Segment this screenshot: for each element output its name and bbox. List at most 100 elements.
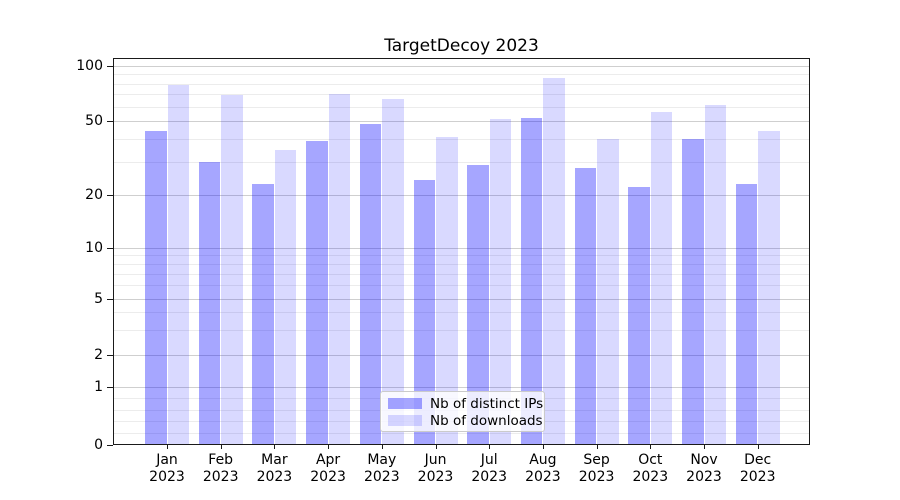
gridline-minor-60 [114,106,809,108]
x-tick-label-month: Jan [156,452,178,468]
gridline-major-10 [114,247,809,249]
legend-row-0: Nb of distinct IPs [388,395,544,412]
legend-label-0: Nb of distinct IPs [430,395,544,412]
x-tick-label-year: 2023 [632,469,669,485]
y-tick-label-0: 0 [94,436,103,453]
gridline-minor-30 [114,162,809,164]
gridline-major-100 [114,66,809,67]
x-tick-feb [220,445,222,449]
gridline-major-20 [114,195,809,196]
x-tick-label-year: 2023 [417,469,454,485]
gridline-major-50 [114,121,809,122]
x-tick-jan [167,445,168,449]
y-tick-50 [107,121,113,122]
gridline-minor-3 [114,330,809,332]
x-tick-label-year: 2023 [256,469,293,485]
y-tick-label-10: 10 [85,239,103,256]
bar-nb-of-downloads-aug [543,78,565,444]
gridline-major-1 [114,386,809,388]
x-tick-label-year: 2023 [149,469,185,485]
bar-nb-of-downloads-nov [704,105,726,444]
bar-nb-of-downloads-jul [489,119,512,444]
x-tick-label-nov: Nov 2023 [672,452,736,486]
x-tick-aug [542,445,544,449]
gridline-minor-70 [114,94,809,96]
x-tick-label-month: Dec [744,452,772,468]
gridline-minor-8 [114,264,809,265]
x-tick-label-may: May 2023 [350,452,414,486]
x-tick-label-sep: Sep 2023 [565,452,629,486]
bar-nb-of-downloads-feb [221,95,243,444]
x-tick-label-feb: Feb 2023 [189,452,253,486]
bar-nb-of-downloads-sep [597,139,619,444]
x-tick-label-dec: Dec 2023 [726,452,790,486]
gridline-minor-9 [114,255,809,257]
x-tick-label-year: 2023 [363,469,400,485]
x-tick-label-month: Aug [529,452,557,468]
y-tick-100 [107,66,113,67]
chart-title: TargetDecoy 2023 [384,36,539,56]
bar-nb-of-distinct-ips-dec [735,183,758,444]
x-tick-label-year: 2023 [525,469,561,485]
bar-nb-of-downloads-apr [328,94,351,444]
y-tick-label-20: 20 [85,187,103,203]
bar-nb-of-distinct-ips-feb [198,162,221,444]
y-tick-label-5: 5 [94,290,103,307]
legend: Nb of distinct IPs Nb of downloads [380,391,545,432]
x-tick-label-jun: Jun 2023 [404,452,468,486]
bar-nb-of-downloads-mar [274,149,297,444]
x-tick-jul [489,445,491,449]
bar-nb-of-downloads-may [382,99,404,444]
x-tick-label-month: May [367,452,397,468]
y-tick-20 [107,195,113,196]
x-tick-label-year: 2023 [310,469,346,485]
x-tick-nov [704,445,705,449]
y-tick-5 [107,298,113,300]
x-tick-may [381,445,383,449]
bar-nb-of-distinct-ips-sep [574,167,597,444]
x-tick-label-jul: Jul 2023 [457,452,521,486]
x-tick-dec [757,445,759,449]
bar-nb-of-distinct-ips-jan [145,131,167,444]
x-tick-label-year: 2023 [471,469,507,485]
bar-nb-of-distinct-ips-may [359,124,382,444]
gridline-minor-0.2 [114,432,809,434]
x-tick-label-year: 2023 [686,469,722,485]
x-tick-label-month: Mar [261,452,288,468]
gridline-minor-80 [114,83,809,85]
y-tick-0 [107,444,113,446]
plot-area [113,58,810,445]
y-tick-label-50: 50 [85,113,103,129]
bar-nb-of-distinct-ips-nov [682,139,704,444]
x-tick-label-year: 2023 [739,469,776,485]
legend-swatch-1 [388,415,422,426]
x-tick-label-oct: Oct 2023 [618,452,682,486]
x-tick-label-jan: Jan 2023 [135,452,199,486]
x-tick-mar [274,445,276,449]
x-tick-apr [328,445,330,449]
bar-nb-of-downloads-oct [650,112,673,444]
bar-nb-of-downloads-jun [436,137,458,444]
x-tick-label-year: 2023 [578,469,615,485]
x-tick-label-month: Feb [208,452,234,468]
x-tick-label-month: Sep [583,452,610,468]
x-tick-label-apr: Apr 2023 [296,452,360,486]
y-tick-label-2: 2 [94,347,103,363]
gridline-minor-4 [114,312,809,314]
gridline-minor-6 [114,285,809,287]
x-tick-label-month: Jun [424,452,447,468]
y-tick-1 [107,386,113,388]
bar-nb-of-distinct-ips-mar [252,183,274,444]
bar-nb-of-distinct-ips-jun [413,180,435,444]
bar-nb-of-distinct-ips-apr [306,141,328,444]
y-tick-label-1: 1 [94,378,103,395]
x-tick-label-mar: Mar 2023 [242,452,306,486]
bar-nb-of-distinct-ips-jul [467,165,489,444]
gridline-minor-90 [114,74,809,76]
x-tick-label-year: 2023 [202,469,239,485]
bar-nb-of-distinct-ips-oct [628,187,650,444]
y-tick-2 [107,355,113,356]
gridline-major-5 [114,298,809,300]
x-tick-oct [650,445,652,449]
